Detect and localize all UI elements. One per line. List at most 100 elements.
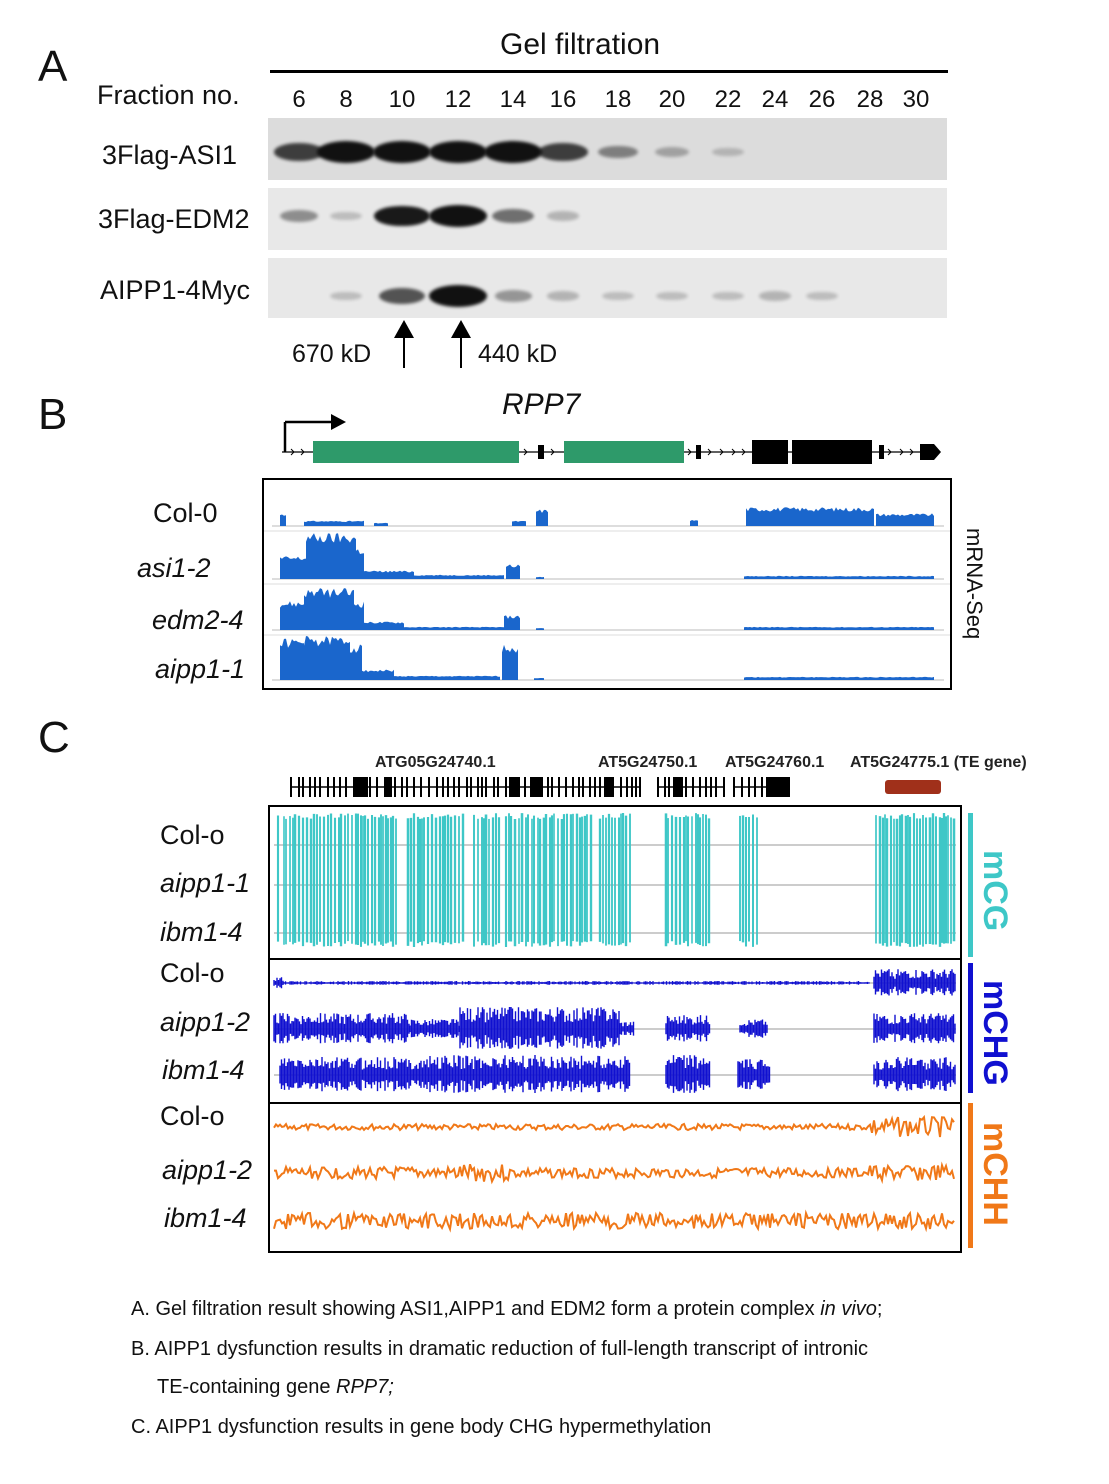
blot-band [712,291,744,301]
exon-tick [594,777,596,797]
exon-green-1 [313,441,519,463]
marker-440: 440 kD [478,340,558,368]
chh-sample-aipp1-2: aipp1-2 [162,1155,253,1185]
exon-tick [458,777,460,797]
exon-tick [298,777,300,797]
mchg-track [273,969,956,996]
mchh-track [274,1161,955,1185]
exon-tick [505,777,507,797]
gel-filtration-line [270,70,948,73]
blot-band [758,291,792,301]
exon-tick [620,777,622,797]
exon-tick [710,777,712,797]
exon-tick [436,777,438,797]
exon-tick [639,777,641,797]
exon-tick [772,777,774,797]
exon-tick [626,777,628,797]
exon-tick [481,777,483,797]
mrna-sample-aipp1-1: aipp1-1 [155,654,246,684]
exon-tick [733,777,735,797]
cg-sample-ibm1-4: ibm1-4 [160,917,243,947]
fraction-number: 14 [499,86,527,113]
mrna-sample-asi1-2: asi1-2 [137,553,211,583]
mrna-seq-box [262,478,952,690]
exon-tick [565,777,567,797]
exon-tick [428,777,430,797]
exon-tick [668,777,670,797]
blot-band [806,291,838,301]
fraction-number: 24 [761,86,789,113]
exon-tick [673,777,682,797]
exon-tick [681,777,683,797]
exon-tick [664,777,666,797]
exon-tick [723,777,725,797]
exon-tick [599,777,601,797]
chg-sample-col-o: Col-o [160,958,225,988]
mchh-track [273,1114,955,1138]
exon-small [538,445,544,459]
blot-band [598,145,638,159]
mchg-track [274,1055,956,1093]
chh-sample-col-o: Col-o [160,1101,225,1131]
panel-c-gene-model [290,777,941,797]
exon-tick [384,777,392,797]
exon-tick [604,777,613,797]
row-label-asi1: 3Flag-ASI1 [102,140,238,170]
blot-band [274,143,324,161]
exon-tick [333,777,335,797]
exon-tick [453,777,455,797]
mrna-track [272,507,944,527]
mcg-sidebar [968,813,973,957]
chg-sample-aipp1-2: aipp1-2 [160,1007,251,1037]
exon-tick [657,777,659,797]
gene-label-24740: ATG05G24740.1 [375,754,496,771]
exon-tick [497,777,499,797]
mchh-sidebar [968,1103,973,1248]
exon-tick [748,777,750,797]
fraction-number: 10 [388,86,416,113]
methylation-box [268,805,962,1253]
exon-tick [776,777,790,797]
exon-tick [692,777,694,797]
legend-b: B. AIPP1 dysfunction results in dramatic… [131,1338,869,1360]
exon-tick [551,777,553,797]
exon-tick [578,777,580,797]
chg-sample-ibm1-4: ibm1-4 [162,1055,245,1085]
fraction-label: Fraction no. [97,80,240,110]
gel-filtration-title: Gel filtration [500,28,661,61]
exon-tick [517,777,519,797]
arrow-up-icon [394,320,414,368]
exon-tick [705,777,707,797]
exon-small [879,445,884,459]
exon-tick [394,777,396,797]
exon-tick [314,777,316,797]
fraction-number: 20 [658,86,686,113]
exon-tick [357,777,359,797]
tss-arrow-icon [283,414,346,452]
fraction-number: 28 [856,86,884,113]
exon-tick [302,777,304,797]
mcg-tag: mCG [976,850,1014,932]
exon-tick [635,777,637,797]
legend-b-line2: TE-containing gene RPP7; [157,1376,394,1398]
blot-band [538,143,588,161]
methylation-tracks [270,813,960,1233]
gene-label-24775-te: AT5G24775.1 (TE gene) [850,754,1027,771]
blot-band [656,291,688,301]
exon-tick [509,777,520,797]
mchg-track [273,1007,956,1049]
exon-tick [631,777,633,797]
fraction-number: 8 [339,86,353,113]
blot-band [330,211,362,221]
legend-c: C. AIPP1 dysfunction results in gene bod… [131,1416,712,1438]
exon-green-2 [564,441,684,463]
exon-tick [524,777,526,797]
mchg-tag: mCHG [976,980,1014,1086]
exon-tick [390,777,392,797]
fraction-number: 26 [808,86,836,113]
exon-small [696,445,701,459]
exon-tick [319,777,321,797]
exon-tick [466,777,468,797]
blot-band [602,291,634,301]
fraction-number: 30 [902,86,930,113]
